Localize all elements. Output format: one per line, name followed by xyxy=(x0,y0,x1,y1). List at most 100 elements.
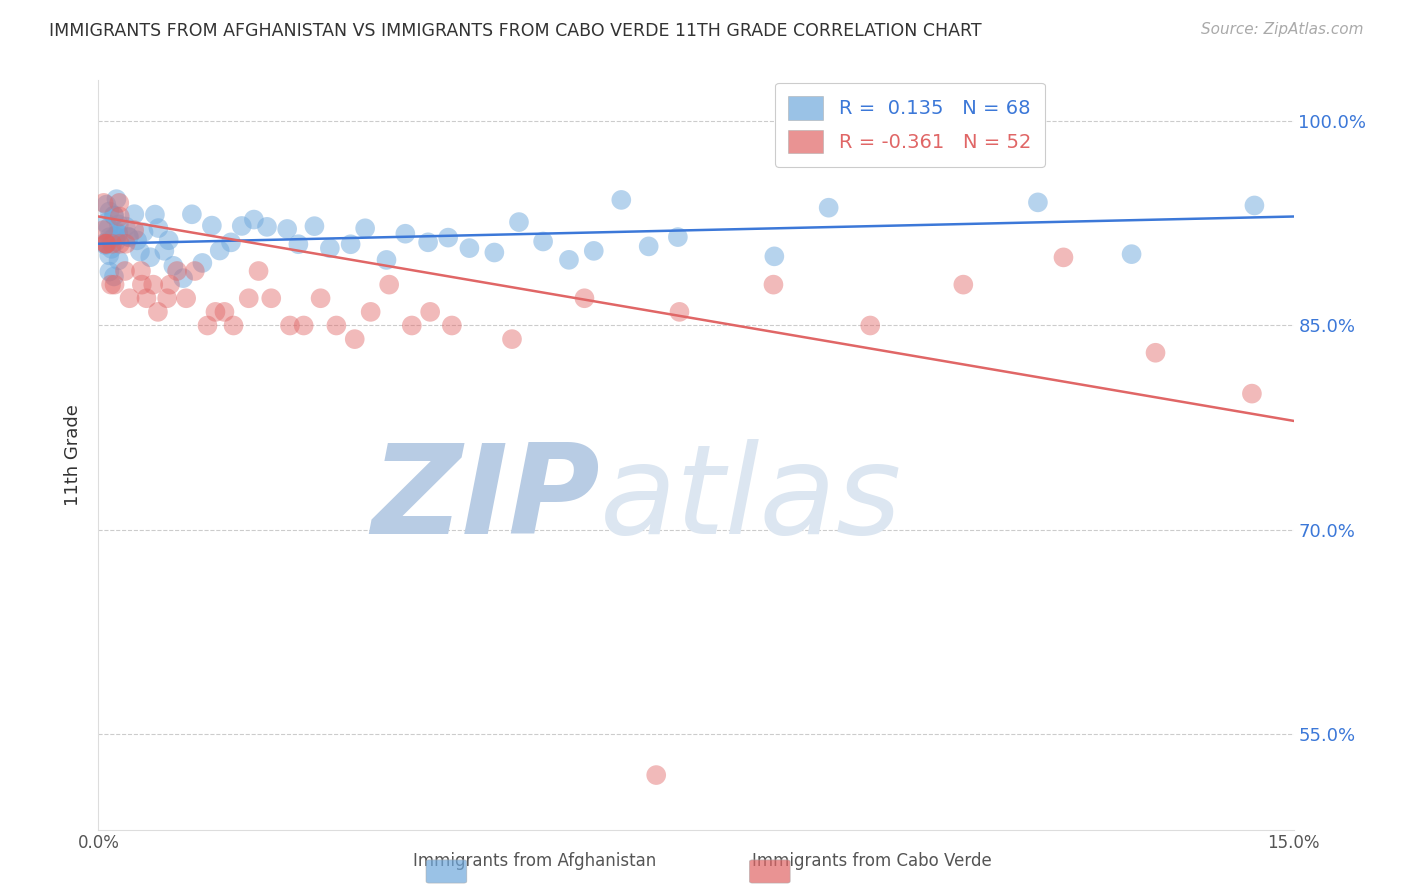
Point xyxy=(952,277,974,292)
Point xyxy=(146,305,169,319)
Point xyxy=(668,305,690,319)
Point xyxy=(204,305,226,319)
Point xyxy=(201,219,224,233)
Point xyxy=(440,318,463,333)
Point xyxy=(98,204,121,219)
Point xyxy=(309,291,332,305)
Text: IMMIGRANTS FROM AFGHANISTAN VS IMMIGRANTS FROM CABO VERDE 11TH GRADE CORRELATION: IMMIGRANTS FROM AFGHANISTAN VS IMMIGRANT… xyxy=(49,22,981,40)
Text: Source: ZipAtlas.com: Source: ZipAtlas.com xyxy=(1201,22,1364,37)
Point xyxy=(924,125,946,139)
Point xyxy=(114,264,136,278)
Point xyxy=(142,277,165,292)
Point xyxy=(108,236,131,251)
Point xyxy=(458,241,481,255)
Point xyxy=(191,256,214,270)
Point xyxy=(1026,195,1049,210)
Point xyxy=(231,219,253,233)
Point xyxy=(343,332,366,346)
Y-axis label: 11th Grade: 11th Grade xyxy=(65,404,83,506)
Point xyxy=(276,222,298,236)
Point xyxy=(105,192,128,206)
Point xyxy=(416,235,439,250)
Point xyxy=(287,237,309,252)
Point xyxy=(419,305,441,319)
Point xyxy=(143,208,166,222)
Point xyxy=(1121,247,1143,261)
Point xyxy=(325,318,347,333)
Point xyxy=(118,230,141,244)
Point xyxy=(129,264,152,278)
Point xyxy=(96,236,118,251)
Point xyxy=(124,207,146,221)
Point xyxy=(574,291,596,305)
Point xyxy=(93,235,115,250)
Point xyxy=(101,236,124,251)
Point xyxy=(91,223,114,237)
Point xyxy=(859,318,882,333)
Point xyxy=(1240,386,1263,401)
Point xyxy=(96,236,118,251)
Point xyxy=(98,230,121,244)
Point xyxy=(98,248,121,262)
Point xyxy=(1144,345,1167,359)
Point xyxy=(114,219,136,234)
Point xyxy=(558,252,581,267)
Point xyxy=(292,318,315,333)
Point xyxy=(108,218,131,232)
Point xyxy=(107,253,129,268)
Point xyxy=(118,291,141,305)
Point xyxy=(94,216,117,230)
Point xyxy=(763,249,786,263)
Text: ZIP: ZIP xyxy=(371,440,600,560)
Point xyxy=(103,209,125,223)
Point xyxy=(666,230,689,244)
Point xyxy=(304,219,326,234)
Point xyxy=(108,195,131,210)
Point xyxy=(166,264,188,278)
Point xyxy=(354,221,377,235)
Point xyxy=(93,195,115,210)
Point xyxy=(94,236,117,251)
Point xyxy=(762,277,785,292)
Point xyxy=(180,207,202,221)
Point xyxy=(256,219,278,234)
Point xyxy=(172,271,194,285)
Point xyxy=(108,210,131,224)
Point xyxy=(103,208,125,222)
Text: Immigrants from Afghanistan: Immigrants from Afghanistan xyxy=(412,852,657,870)
Point xyxy=(117,229,139,244)
Point xyxy=(122,223,145,237)
Point xyxy=(582,244,605,258)
Point xyxy=(214,305,236,319)
Point xyxy=(219,235,242,250)
Point xyxy=(501,332,523,346)
Point xyxy=(139,250,162,264)
Point xyxy=(132,225,155,239)
Point xyxy=(100,242,122,256)
Point xyxy=(645,768,668,782)
Point xyxy=(531,235,554,249)
Point xyxy=(97,220,120,235)
Point xyxy=(508,215,530,229)
Point xyxy=(278,318,301,333)
Point xyxy=(610,193,633,207)
Point xyxy=(401,318,423,333)
Point xyxy=(98,265,121,279)
Point xyxy=(157,233,180,247)
Text: atlas: atlas xyxy=(600,440,903,560)
Point xyxy=(174,291,197,305)
Point xyxy=(184,264,207,278)
Point xyxy=(197,318,219,333)
Point xyxy=(484,245,506,260)
Point xyxy=(260,291,283,305)
Point xyxy=(378,277,401,292)
Point xyxy=(375,252,398,267)
Point xyxy=(104,235,127,249)
Point xyxy=(131,277,153,292)
Point xyxy=(103,277,125,292)
Point xyxy=(437,230,460,244)
Point xyxy=(100,233,122,247)
Point xyxy=(394,227,416,241)
Point xyxy=(94,238,117,252)
Point xyxy=(238,291,260,305)
